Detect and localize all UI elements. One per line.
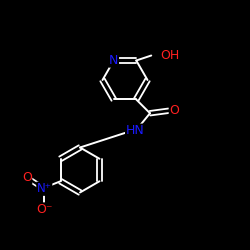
Text: N⁺: N⁺	[37, 182, 52, 195]
Text: OH: OH	[160, 49, 179, 62]
Text: HN: HN	[126, 124, 144, 137]
Text: O: O	[169, 104, 179, 117]
Text: O⁻: O⁻	[36, 203, 52, 216]
Text: O: O	[22, 171, 32, 184]
Text: N: N	[109, 54, 118, 67]
